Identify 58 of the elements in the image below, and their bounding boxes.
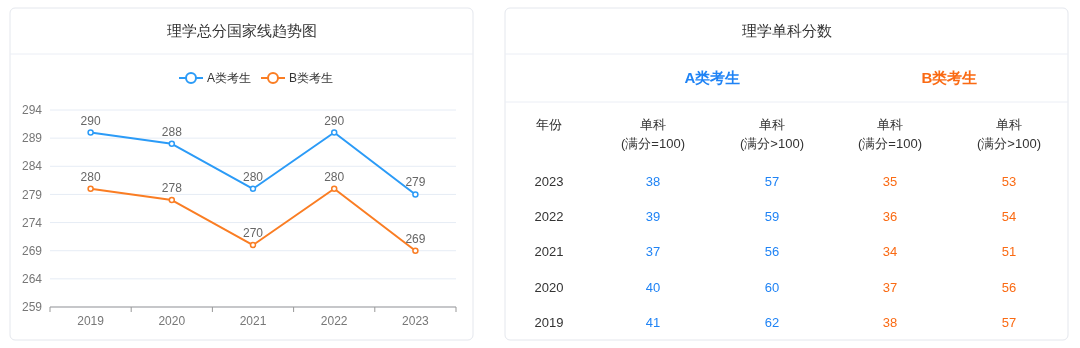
data-label: 290: [80, 113, 101, 128]
text: B类考生: [921, 69, 978, 87]
y-tick-label: 279: [21, 187, 43, 202]
data-label: 279: [405, 175, 426, 190]
x-tick-label: 单科 (满分>100): [740, 116, 804, 151]
data-label: 288: [161, 124, 183, 139]
data-label: 54: [1001, 208, 1017, 224]
x-tick-label: 2019: [77, 314, 105, 328]
data-label: 53: [1001, 173, 1017, 189]
data-label: 59: [764, 208, 780, 224]
x-tick-label: 2023: [402, 314, 430, 328]
data-label: 280: [242, 169, 264, 184]
data-label: 280: [324, 169, 345, 184]
data-label: 56: [1001, 279, 1017, 295]
data-label: 51: [1001, 243, 1017, 259]
data-label: 40: [645, 279, 661, 295]
data-label: 56: [764, 243, 780, 259]
legend-label: B类考生: [289, 71, 334, 86]
y-tick-label: 274: [21, 215, 43, 230]
chart-title: 理学单科分数: [741, 22, 832, 39]
data-label: 270: [242, 226, 264, 241]
data-label: 37: [645, 243, 661, 259]
y-tick-label: 259: [21, 300, 43, 315]
data-label: 35: [882, 173, 898, 189]
data-label: 36: [882, 208, 898, 224]
data-label: 60: [764, 279, 780, 295]
legend-label: A类考生: [207, 71, 252, 86]
data-label: 269: [405, 231, 426, 246]
data-label: 278: [161, 181, 183, 196]
y-tick-label: 2021: [534, 243, 564, 259]
y-tick-label: 2023: [534, 173, 564, 189]
data-label: 280: [80, 169, 101, 184]
x-tick-label: 2021: [239, 314, 267, 328]
data-label: 57: [1001, 314, 1017, 330]
x-tick-label: 2020: [158, 314, 186, 328]
data-label: 57: [764, 173, 780, 189]
data-label: 37: [882, 279, 898, 295]
x-tick-label: 2022: [320, 314, 348, 328]
x-tick-label: 单科 (满分=100): [858, 116, 922, 151]
x-tick-label: 单科 (满分>100): [977, 116, 1041, 151]
data-label: 39: [645, 208, 661, 224]
y-tick-label: 294: [21, 103, 43, 118]
data-label: 38: [882, 314, 898, 330]
y-tick-label: 2020: [534, 279, 564, 295]
data-label: 34: [882, 243, 898, 259]
data-label: 38: [645, 173, 661, 189]
x-tick-label: 单科 (满分=100): [621, 116, 685, 151]
y-tick-label: 264: [21, 272, 43, 287]
y-tick-label: 284: [21, 159, 43, 174]
data-label: 41: [645, 314, 661, 330]
data-label: 290: [324, 113, 345, 128]
y-tick-label: 289: [21, 131, 43, 146]
text: A类考生: [684, 69, 741, 87]
data-label: 62: [764, 314, 780, 330]
y-tick-label: 269: [21, 243, 43, 258]
y-tick-label: 2022: [534, 208, 564, 224]
y-axis-title: 年份: [536, 116, 562, 132]
chart-title: 理学总分国家线趋势图: [166, 22, 317, 39]
